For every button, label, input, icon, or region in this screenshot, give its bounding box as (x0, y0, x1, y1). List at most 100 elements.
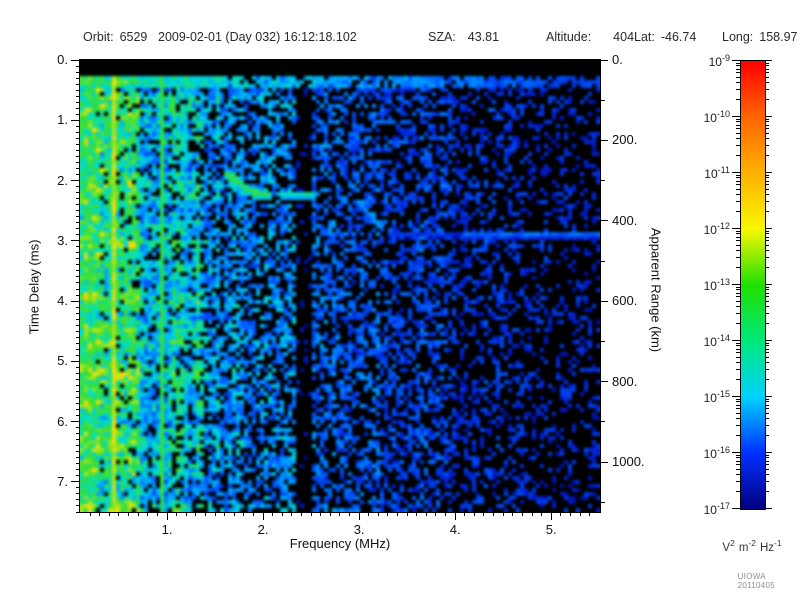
y-axis-minor-tick (76, 192, 80, 194)
colorbar-minor-tick (765, 289, 769, 291)
x-axis-minor-tick (569, 512, 571, 516)
colorbar-minor-tick (765, 474, 769, 476)
colorbar-minor-tick (736, 369, 740, 371)
range-axis-major-tick (600, 139, 608, 141)
y-axis-minor-tick (76, 378, 80, 380)
x-axis-minor-tick (99, 512, 101, 516)
colorbar-minor-tick (765, 408, 769, 410)
colorbar-minor-tick (765, 379, 769, 381)
y-axis-minor-tick (76, 198, 80, 200)
range-axis-major-tick (600, 461, 608, 463)
colorbar-minor-tick (765, 257, 769, 259)
range-axis-tick-label: 800. (612, 373, 638, 389)
y-axis-minor-tick (76, 445, 80, 447)
colorbar-major-tick (765, 283, 772, 285)
colorbar-minor-tick (765, 233, 769, 235)
colorbar-minor-tick (736, 155, 740, 157)
header-field: Lat: -46.74 (634, 30, 697, 44)
colorbar-minor-tick (736, 412, 740, 414)
colorbar-minor-tick (736, 180, 740, 182)
colorbar-minor-tick (765, 404, 769, 406)
colorbar-minor-tick (765, 418, 769, 420)
x-axis-minor-tick (214, 512, 216, 516)
colorbar-minor-tick (736, 72, 740, 74)
colorbar-minor-tick (765, 491, 769, 493)
colorbar-minor-tick (765, 188, 769, 190)
colorbar-major-tick (765, 395, 772, 397)
header-field: SZA: 43.81 (428, 30, 500, 44)
colorbar-minor-tick (736, 435, 740, 437)
colorbar-minor-tick (736, 76, 740, 78)
y-axis-minor-tick (76, 89, 80, 91)
y-axis-minor-tick (76, 270, 80, 272)
y-axis-minor-tick (76, 186, 80, 188)
colorbar-minor-tick (765, 313, 769, 315)
colorbar-minor-tick (765, 68, 769, 70)
colorbar-major-tick (732, 283, 740, 285)
y-axis-minor-tick (76, 499, 80, 501)
y-axis-minor-tick (76, 65, 80, 67)
x-axis-minor-tick (473, 512, 475, 516)
y-axis-minor-tick (76, 288, 80, 290)
x-axis-tick-label: 4. (449, 522, 461, 537)
y-axis-minor-tick (76, 204, 80, 206)
x-axis-minor-tick (118, 512, 120, 516)
colorbar-minor-tick (765, 244, 769, 246)
y-axis-minor-tick (76, 137, 80, 139)
y-axis-minor-tick (76, 95, 80, 97)
header-field: 2009-02-01 (Day 032) 16:12:18.102 (158, 30, 357, 44)
x-axis-major-tick (166, 512, 168, 520)
range-axis-minor-tick (600, 501, 605, 503)
x-axis-minor-tick (310, 512, 312, 516)
y-axis-minor-tick (76, 390, 80, 392)
colorbar-minor-tick (736, 188, 740, 190)
colorbar-minor-tick (765, 345, 769, 347)
y-axis-minor-tick (76, 469, 80, 471)
colorbar-minor-tick (736, 124, 740, 126)
y-axis-minor-tick (76, 222, 80, 224)
colorbar-minor-tick (736, 352, 740, 354)
y-axis-minor-tick (76, 234, 80, 236)
x-axis-minor-tick (176, 512, 178, 516)
colorbar-minor-tick (736, 65, 740, 67)
colorbar-minor-tick (765, 155, 769, 157)
colorbar-minor-tick (765, 128, 769, 130)
colorbar-minor-tick (765, 72, 769, 74)
colorbar-major-tick (732, 59, 740, 61)
x-axis-minor-tick (291, 512, 293, 516)
y-axis-minor-tick (76, 312, 80, 314)
colorbar-minor-tick (736, 211, 740, 213)
colorbar-minor-tick (765, 460, 769, 462)
colorbar-minor-tick (765, 184, 769, 186)
x-axis-minor-tick (320, 512, 322, 516)
colorbar-minor-tick (765, 352, 769, 354)
y-axis-minor-tick (76, 131, 80, 133)
x-axis-minor-tick (464, 512, 466, 516)
colorbar-minor-tick (765, 194, 769, 196)
x-axis-minor-tick (406, 512, 408, 516)
y-axis-minor-tick (76, 258, 80, 260)
colorbar-major-tick (765, 451, 772, 453)
x-axis-minor-tick (512, 512, 514, 516)
y-axis-minor-tick (76, 107, 80, 109)
colorbar-minor-tick (736, 250, 740, 252)
colorbar-minor-tick (736, 418, 740, 420)
colorbar-minor-tick (736, 296, 740, 298)
colorbar-minor-tick (765, 236, 769, 238)
colorbar-minor-tick (765, 132, 769, 134)
y-axis-minor-tick (76, 475, 80, 477)
y-axis-minor-tick (76, 384, 80, 386)
colorbar-minor-tick (765, 240, 769, 242)
range-axis-tick-label: 400. (612, 212, 638, 228)
colorbar-major-tick (732, 227, 740, 229)
y-axis-minor-tick (76, 342, 80, 344)
x-axis-minor-tick (387, 512, 389, 516)
colorbar-minor-tick (736, 82, 740, 84)
y-axis-minor-tick (76, 246, 80, 248)
x-axis-minor-tick (233, 512, 235, 516)
y-axis-minor-tick (76, 487, 80, 489)
range-axis-tick-label: 600. (612, 293, 638, 309)
colorbar-minor-tick (765, 296, 769, 298)
colorbar-minor-tick (765, 425, 769, 427)
